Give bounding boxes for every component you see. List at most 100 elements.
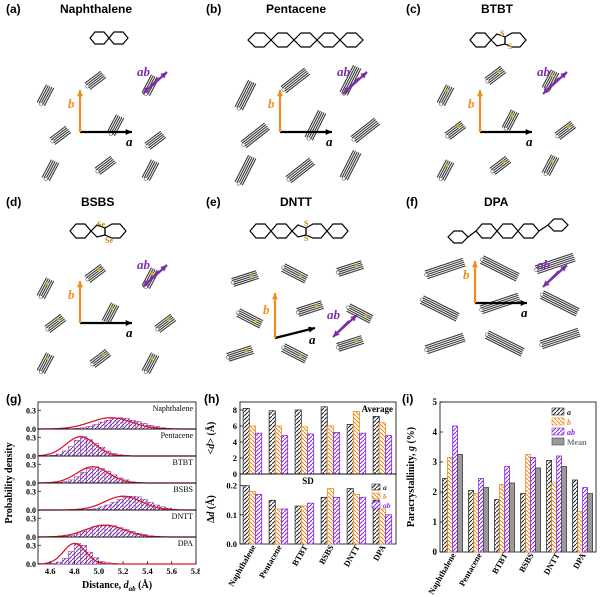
hydrogen-atom: [539, 342, 544, 347]
histogram-bar: [92, 466, 100, 484]
structure-panel-dpa: (f) DPA a b ab: [400, 193, 600, 386]
hydrogen-atom: [38, 370, 43, 374]
heteroatom: [244, 349, 248, 353]
hydrogen-atom: [479, 257, 484, 262]
heteroatom: [299, 274, 303, 278]
molecule-stick: [545, 71, 556, 90]
molecule-stick: [481, 259, 518, 278]
molecule-name: BSBS: [81, 195, 115, 209]
molecule-stick: [336, 335, 362, 345]
molecule-stick: [38, 85, 49, 104]
molecule-stick: [40, 354, 51, 373]
structure-panel-bsbs: (d) BSBS Se Se a b ab: [0, 193, 200, 386]
molecule-stick: [239, 82, 255, 110]
hydrogen-atom: [306, 136, 311, 141]
ring-bond: [475, 223, 498, 239]
packed-molecule: [236, 308, 264, 329]
hydrogen-atom: [479, 307, 484, 312]
histogram-bar: [74, 440, 81, 457]
molecule-stick: [536, 258, 575, 273]
molecule-stick: [422, 297, 459, 317]
x-tick-label: 5.0: [93, 566, 104, 576]
packed-molecule: [304, 109, 327, 141]
molecule-stick: [338, 265, 364, 275]
molecule-stick: [285, 157, 310, 178]
molecule-stick: [341, 150, 356, 178]
molecule-stick: [351, 119, 377, 139]
molecule-stick: [141, 159, 152, 178]
histogram-bar: [92, 526, 100, 538]
packed-molecule: [281, 263, 309, 284]
legend-label: a: [383, 483, 387, 492]
vector-b-label: b: [268, 96, 275, 111]
average-chart-bar: [300, 426, 308, 475]
molecule-stick: [289, 162, 314, 182]
vector-a-arrow: [274, 326, 316, 340]
molecule-stick: [88, 268, 105, 282]
ring-bond: [104, 223, 127, 239]
sd-chart-bar: [378, 508, 386, 545]
sd-chart-bar: [352, 494, 360, 545]
y-tick-label: 0.0: [226, 539, 237, 549]
molecule-stick: [440, 86, 451, 105]
molecule-stick: [42, 279, 53, 299]
molecule-stick: [85, 72, 103, 86]
molecule-stick: [443, 87, 455, 107]
molecule-stick: [97, 158, 114, 172]
molecule-stick: [106, 114, 117, 133]
ring-bond: [293, 32, 318, 48]
packed-molecule: [539, 290, 580, 317]
molecule-name: Pentacene: [266, 2, 327, 16]
molecule-stick: [283, 70, 308, 91]
heteroatom: [150, 271, 154, 275]
bar-a: [442, 478, 448, 553]
molecule-stick: [543, 155, 554, 174]
molecule-stick: [40, 86, 51, 105]
histogram-bar: [55, 561, 63, 565]
y-tick-label: 0.3: [26, 433, 36, 442]
vector-ab-arrow-head: [560, 265, 567, 272]
packed-molecule: [346, 303, 374, 324]
panel-g: (g) Naphthalene 0.0 0.3 Pentacene 0.0 0.3 BTBT…: [0, 392, 200, 597]
molecule-stick: [284, 263, 309, 277]
hydrogen-atom: [351, 137, 356, 142]
molecule-stick: [503, 110, 514, 129]
y-tick-label: 0.0: [26, 533, 36, 542]
molecule-stick: [38, 278, 49, 297]
molecule-stick: [536, 256, 575, 271]
bar-mean: [509, 482, 515, 553]
average-chart-bar: [242, 407, 250, 475]
packed-molecule: [44, 313, 67, 333]
molecule-stick: [238, 310, 263, 324]
molecule-name: BTBT: [481, 2, 513, 16]
sd-chart-bar: [307, 502, 315, 545]
vector-ab-label: ab: [537, 257, 551, 272]
y-tick-label: 2: [233, 453, 237, 463]
y-tick-label: 6: [233, 421, 237, 431]
molecule-stick: [337, 263, 363, 273]
y-tick-label: 0.3: [26, 460, 36, 469]
molecule-name: DPA: [484, 195, 509, 209]
molecule-stick: [547, 156, 558, 176]
molecule-stick: [539, 327, 578, 342]
molecule-stick: [141, 352, 152, 371]
vector-a-label: a: [521, 305, 528, 320]
molecule-stick: [43, 160, 54, 179]
histogram-bar: [92, 424, 100, 430]
molecule-stick: [89, 269, 107, 283]
vector-ab-arrow-head: [350, 315, 357, 322]
vector-b-arrow-head: [476, 90, 484, 97]
molecule-stick: [353, 120, 378, 141]
molecule-stick: [99, 161, 117, 175]
molecule-stick: [540, 295, 578, 315]
molecule-stick: [232, 273, 258, 283]
packed-molecule: [541, 69, 560, 92]
molecule-stick: [482, 257, 519, 277]
hydrogen-atom: [485, 79, 490, 84]
sulfur-atom-label: S: [304, 234, 309, 243]
molecule-stick: [84, 263, 102, 277]
molecule-stick: [423, 295, 460, 315]
molecule-stick: [105, 304, 116, 323]
